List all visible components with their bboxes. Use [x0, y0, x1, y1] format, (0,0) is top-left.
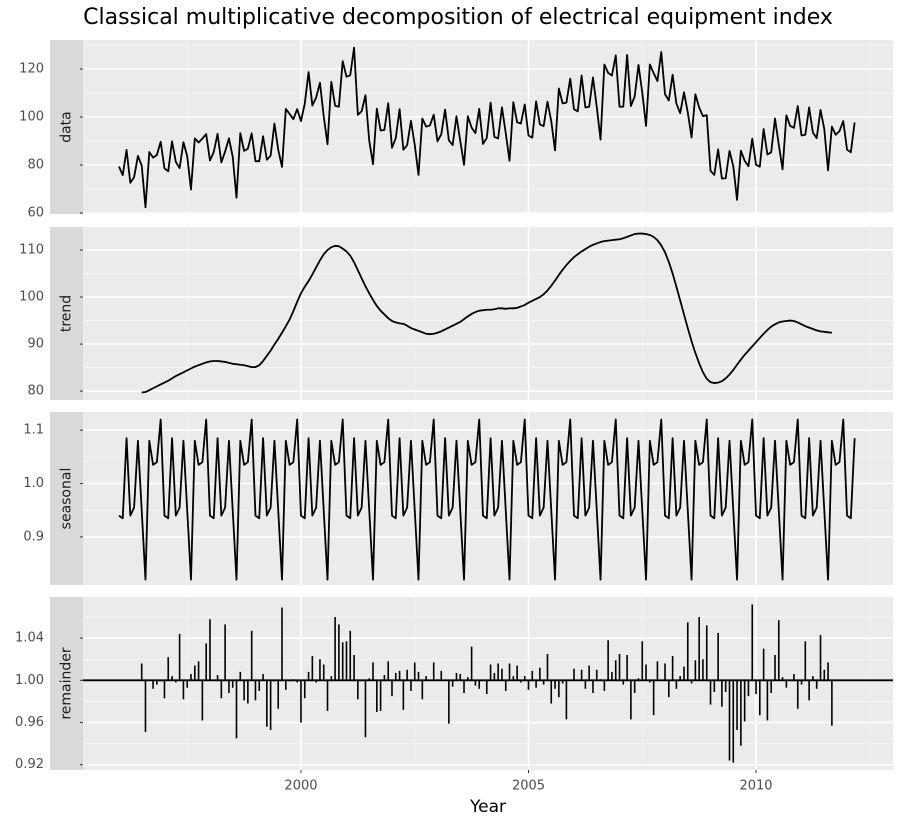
x-tick-label: 2000: [284, 779, 317, 794]
y-tick-label: 1.00: [15, 673, 44, 688]
series-line: [118, 418, 856, 581]
y-tick-label: 1.0: [23, 476, 44, 491]
y-tick-label: 1.1: [23, 423, 44, 438]
y-tick-label: 80: [27, 384, 44, 399]
strip-label: seasonal: [59, 468, 75, 530]
y-tick-label: 60: [27, 206, 44, 221]
strip-label: data: [59, 111, 75, 143]
strip-background: [50, 597, 83, 770]
x-tick-label: 2005: [512, 779, 545, 794]
y-tick-label: 0.96: [15, 715, 44, 730]
strip-background: [50, 412, 83, 585]
strip-label: remainder: [59, 647, 75, 720]
y-tick-label: 0.9: [23, 529, 44, 544]
strip-label: trend: [59, 295, 75, 332]
x-axis-title: Year: [469, 797, 506, 817]
series-line: [141, 232, 832, 394]
y-tick-label: 0.92: [15, 757, 44, 772]
series-line: [118, 46, 856, 209]
y-tick-label: 110: [19, 243, 44, 258]
x-tick-label: 2010: [739, 779, 772, 794]
chart-title: Classical multiplicative decomposition o…: [83, 5, 833, 30]
y-tick-label: 120: [19, 62, 44, 77]
panel-background: [83, 597, 893, 770]
panel-background: [83, 227, 893, 400]
y-tick-label: 100: [19, 110, 44, 125]
y-tick-label: 90: [27, 337, 44, 352]
strip-background: [50, 40, 83, 214]
y-tick-label: 1.04: [15, 631, 44, 646]
y-tick-label: 100: [19, 290, 44, 305]
y-tick-label: 80: [27, 158, 44, 173]
strip-background: [50, 227, 83, 400]
